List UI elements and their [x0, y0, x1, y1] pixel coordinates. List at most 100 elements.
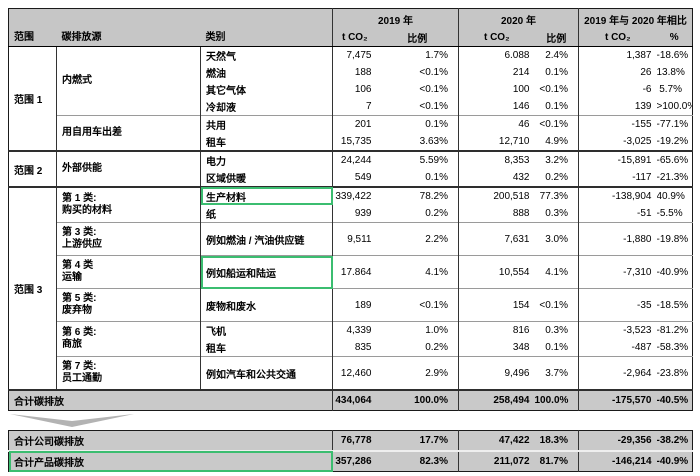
value-2019: 434,064	[332, 389, 377, 411]
ratio-2019: 1.7%	[376, 46, 459, 64]
scope-cell: 范围 1	[8, 46, 57, 151]
source-cell: 第 7 类: 员工通勤	[56, 356, 201, 390]
source-cell: 第 4 类 运输	[56, 255, 201, 289]
value-2019: 939	[354, 208, 372, 219]
scope-cell: 范围 2	[8, 150, 57, 187]
company-total-row: 合计公司碳排放 76,778 17.7% 47,422 18.3% -29,35…	[8, 430, 693, 451]
category-cell: 其它气体	[200, 81, 333, 98]
category-cell: 燃油	[200, 64, 333, 81]
ratio-2020: 0.3%	[534, 321, 579, 339]
delta-tco2: -35	[578, 288, 657, 322]
source-cell: 外部供能	[56, 150, 201, 187]
value-2020: 348	[512, 342, 530, 353]
delta-pct: -40.9%	[656, 450, 693, 472]
value-2019: 4,339	[332, 321, 377, 339]
value-2020: 9,496	[458, 356, 535, 390]
ratio-2020: 81.7%	[534, 450, 580, 472]
ratio-2019: 0.2%	[376, 339, 459, 357]
table-row: 租车 15,735 3.63% 12,710 4.9% -3,025 -19.2…	[9, 133, 693, 151]
category-cell: 租车	[200, 133, 333, 151]
table-row: 其它气体 106 <0.1% 100 <0.1% -6 5.7%	[9, 81, 693, 98]
value-2020: 888	[512, 208, 530, 219]
ratio-2020: 0.3%	[534, 205, 579, 223]
value-2019: 201	[332, 115, 377, 133]
source-cell: 内燃式	[56, 46, 201, 116]
value-2020: 47,422	[458, 430, 535, 451]
value-2019: 24,244	[332, 150, 377, 169]
value-2020: 8,353	[458, 150, 535, 169]
header-compare: 2019 年与 2020 年相比	[578, 8, 693, 29]
header-ratio-2019: 比例	[376, 29, 459, 47]
ratio-2019: 78.2%	[376, 186, 459, 205]
value-2019: 76,778	[332, 430, 377, 451]
summary-table: 合计公司碳排放 76,778 17.7% 47,422 18.3% -29,35…	[8, 430, 694, 472]
header-source: 碳排放源	[56, 8, 201, 47]
category-cell: 飞机	[200, 321, 333, 339]
company-total-label: 合计公司碳排放	[8, 430, 334, 451]
delta-pct: -5.5%	[656, 208, 683, 219]
value-2019: 188	[354, 67, 372, 78]
delta-tco2: -146,214	[578, 450, 657, 472]
delta-tco2: 26	[640, 67, 652, 78]
source-cell: 用自用车出差	[56, 115, 201, 151]
ratio-2020: 4.9%	[534, 133, 579, 151]
delta-tco2: -117	[632, 172, 652, 183]
ratio-2019: 100.0%	[376, 389, 459, 411]
grand-total-row: 合计碳排放 434,064 100.0% 258,494 100.0% -175…	[8, 389, 693, 411]
delta-pct: 40.9%	[656, 186, 693, 205]
ratio-2020: <0.1%	[534, 81, 579, 98]
delta-pct: -18.6%	[656, 50, 689, 61]
header-tco2-2020: t CO₂	[458, 29, 535, 47]
value-2020: 816	[458, 321, 535, 339]
value-2019: 17.864	[332, 255, 377, 289]
delta-pct: -23.8%	[656, 356, 693, 390]
ratio-2019: 3.63%	[376, 133, 459, 151]
delta-pct: -18.5%	[656, 288, 693, 322]
ratio-2019: <0.1%	[376, 81, 459, 98]
ratio-2019: 1.0%	[376, 321, 459, 339]
table-row: 冷却液 7 <0.1% 146 0.1% 139 >100.0%	[9, 98, 693, 116]
header-category: 类别	[200, 8, 333, 47]
value-2019: 339,422	[332, 186, 377, 205]
delta-pct: -19.2%	[656, 136, 689, 147]
ratio-2020: 3.2%	[534, 150, 579, 169]
ratio-2020: 0.1%	[534, 64, 579, 81]
header-tco2-compare: t CO₂	[578, 29, 657, 47]
delta-pct: -58.3%	[656, 342, 689, 353]
ratio-2020: 0.1%	[534, 339, 579, 357]
header-ratio-2020: 比例	[534, 29, 579, 47]
header-scope: 范围	[8, 8, 57, 47]
value-2020: 12,710	[498, 136, 530, 147]
down-arrow-icon	[10, 413, 134, 427]
ratio-2020: 4.1%	[534, 255, 579, 289]
value-2019: 7,475	[346, 50, 372, 61]
delta-tco2: -15,891	[578, 150, 657, 169]
category-cell: 租车	[200, 339, 333, 357]
ratio-2019: 5.59%	[376, 150, 459, 169]
ratio-2020: 3.0%	[534, 222, 579, 256]
value-2019: 189	[332, 288, 377, 322]
ratio-2019: 4.1%	[376, 255, 459, 289]
category-cell: 废物和废水	[200, 288, 333, 322]
value-2019: 106	[354, 84, 372, 95]
delta-tco2: -29,356	[578, 430, 657, 451]
delta-tco2: -3,025	[623, 136, 652, 147]
table-row: 用自用车出差 共用 201 0.1% 46 <0.1% -155 -77.1%	[9, 115, 693, 151]
table-row: 租车 835 0.2% 348 0.1% -487 -58.3%	[9, 339, 693, 357]
value-2020: 214	[512, 67, 530, 78]
emissions-table: 范围 碳排放源 类别 2019 年 2020 年 2019 年与 2020 年相…	[8, 8, 694, 411]
delta-tco2: -138,904	[578, 186, 657, 205]
delta-tco2: -3,523	[578, 321, 657, 339]
category-cell: 天然气	[200, 46, 333, 64]
ratio-2020: <0.1%	[534, 288, 579, 322]
ratio-2019: 82.3%	[376, 450, 460, 472]
table-row: 第 5 类: 废弃物 废物和废水 189 <0.1% 154 <0.1% -35…	[9, 288, 693, 322]
delta-tco2: -7,310	[578, 255, 657, 289]
table-row: 范围 1 内燃式 天然气 7,475 1.7% 6.088 2.4% 1,387…	[8, 46, 693, 151]
source-cell: 第 5 类: 废弃物	[56, 288, 201, 322]
delta-pct: >100.0%	[656, 101, 693, 112]
ratio-2019: <0.1%	[376, 288, 459, 322]
delta-pct: -38.2%	[656, 430, 693, 451]
value-2020: 100	[512, 84, 530, 95]
table-row: 第 7 类: 员工通勤 例如汽车和公共交通 12,460 2.9% 9,496 …	[9, 356, 693, 390]
